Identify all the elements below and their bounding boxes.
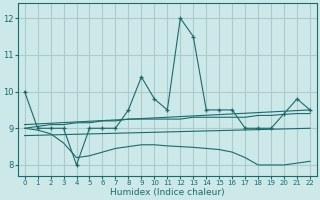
X-axis label: Humidex (Indice chaleur): Humidex (Indice chaleur) (110, 188, 225, 197)
